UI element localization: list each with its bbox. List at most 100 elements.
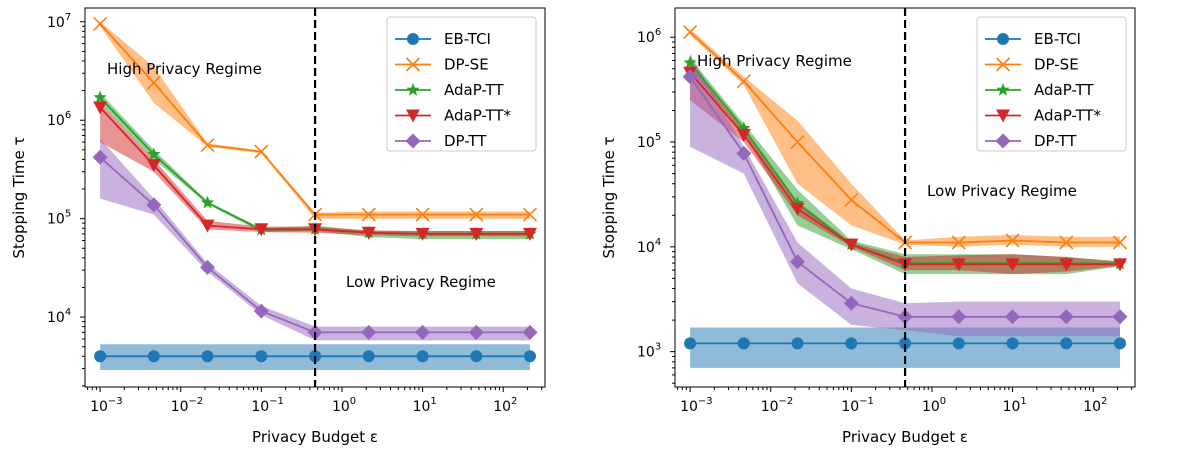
data-point-eb-tci	[201, 350, 214, 363]
data-point-eb-tci	[1006, 337, 1019, 350]
axes-frame	[84, 7, 546, 388]
data-point-dp-se	[683, 24, 698, 40]
data-point-dp-se	[1005, 233, 1020, 248]
data-point-adap-tt*	[1059, 258, 1074, 272]
data-point-dp-tt	[951, 309, 967, 325]
y-axis-label: Stopping Time τ	[10, 136, 28, 258]
data-point-dp-se	[844, 192, 859, 208]
data-point-dp-tt	[361, 324, 377, 340]
data-point-adap-tt	[93, 90, 107, 104]
data-point-dp-se	[254, 144, 269, 159]
x-tick-label: 101	[413, 396, 437, 415]
tick-exponent: 1	[1020, 396, 1026, 407]
data-point-dp-tt	[736, 145, 752, 161]
tick-exponent: 5	[65, 209, 71, 220]
legend-marker-star-icon	[996, 83, 1010, 96]
y-tick-label: 103	[637, 342, 661, 361]
legend-marker-circle-icon	[997, 33, 1009, 45]
legend-label: AdaP-TT*	[444, 107, 512, 125]
y-axis-label: Stopping Time τ	[600, 136, 618, 258]
tick-exponent: 3	[655, 342, 661, 353]
tick-exponent: 6	[65, 110, 71, 121]
tick-base: 10	[493, 399, 511, 415]
data-point-adap-tt	[790, 196, 805, 209]
data-point-adap-tt*	[200, 219, 215, 233]
tick-base: 10	[1083, 399, 1101, 415]
tick-exponent: 2	[1101, 396, 1107, 407]
tick-base: 10	[637, 345, 655, 361]
tick-base: 10	[637, 30, 655, 46]
tick-base: 10	[1003, 399, 1021, 415]
data-point-dp-se	[1059, 235, 1074, 250]
legend-label: EB-TCI	[1034, 30, 1081, 48]
data-point-eb-tci	[737, 337, 750, 350]
x-axis-label: Privacy Budget ε	[252, 428, 378, 446]
tick-exponent: 2	[511, 396, 517, 407]
y-tick-label: 104	[637, 237, 661, 256]
data-point-adap-tt	[683, 55, 697, 69]
x-tick-label: 10−1	[251, 396, 284, 415]
band-adap-tt	[690, 58, 1120, 275]
legend: EB-TCI DP-SE AdaP-TT AdaP-TT* DP-TT	[386, 16, 537, 152]
data-point-dp-tt	[682, 69, 698, 85]
data-point-dp-tt	[1058, 309, 1074, 325]
legend-label: DP-SE	[1034, 56, 1079, 74]
data-point-dp-tt	[522, 324, 538, 340]
data-point-adap-tt	[737, 121, 751, 134]
legend-label: AdaP-TT	[444, 81, 504, 99]
y-tick-label: 106	[637, 27, 661, 46]
legend-item-dp-se: DP-SE	[395, 56, 489, 74]
y-tick-label: 107	[47, 12, 71, 31]
y-tick-label: 106	[47, 110, 71, 129]
data-point-eb-tci	[147, 350, 160, 363]
tick-base: 10	[47, 212, 65, 228]
tick-exponent: −3	[698, 396, 713, 407]
legend-frame	[976, 16, 1127, 152]
annotation-high-privacy: High Privacy Regime	[697, 52, 852, 70]
data-point-eb-tci	[952, 337, 965, 350]
legend-item-dp-tt: DP-TT	[985, 132, 1077, 150]
data-point-dp-se	[361, 207, 376, 222]
tick-base: 10	[841, 399, 859, 415]
data-point-dp-se	[146, 75, 161, 90]
data-point-adap-tt*	[469, 227, 484, 241]
annotation-low-privacy: Low Privacy Regime	[927, 182, 1077, 200]
data-point-eb-tci	[1113, 337, 1126, 350]
x-tick-label: 100	[922, 396, 946, 415]
tick-base: 10	[251, 399, 269, 415]
legend-marker-diamond-icon	[995, 133, 1011, 149]
data-point-dp-se	[1112, 235, 1128, 250]
tick-base: 10	[761, 399, 779, 415]
legend-marker-star-icon	[406, 83, 420, 96]
legend-marker-x-icon	[405, 57, 421, 72]
tick-base: 10	[47, 310, 65, 326]
legend-item-adap-tt: AdaP-TT	[395, 81, 504, 99]
data-point-adap-tt*	[844, 238, 859, 252]
data-point-dp-se	[469, 207, 484, 222]
y-tick-label: 105	[47, 209, 71, 228]
legend-marker-circle-icon	[407, 33, 419, 45]
band-dp-se	[690, 28, 1120, 247]
data-point-dp-se	[522, 207, 538, 222]
tick-base: 10	[922, 399, 940, 415]
tick-base: 10	[171, 399, 189, 415]
x-tick-label: 10−2	[761, 396, 794, 415]
tick-exponent: 0	[940, 396, 946, 407]
data-point-dp-tt	[415, 324, 431, 340]
tick-base: 10	[637, 240, 655, 256]
data-point-adap-tt*	[146, 159, 161, 173]
legend-label: DP-SE	[444, 56, 489, 74]
data-point-dp-tt	[1005, 309, 1021, 325]
tick-exponent: −2	[779, 396, 794, 407]
data-point-dp-tt	[790, 254, 806, 270]
data-point-adap-tt*	[951, 258, 966, 272]
data-point-adap-tt*	[1005, 258, 1020, 272]
legend-item-dp-tt: DP-TT	[395, 132, 487, 150]
tick-exponent: −2	[189, 396, 204, 407]
data-point-eb-tci	[255, 350, 268, 363]
data-point-adap-tt*	[361, 226, 376, 240]
data-point-dp-tt	[253, 303, 269, 319]
legend-item-dp-se: DP-SE	[985, 56, 1079, 74]
data-point-dp-tt	[146, 197, 162, 213]
